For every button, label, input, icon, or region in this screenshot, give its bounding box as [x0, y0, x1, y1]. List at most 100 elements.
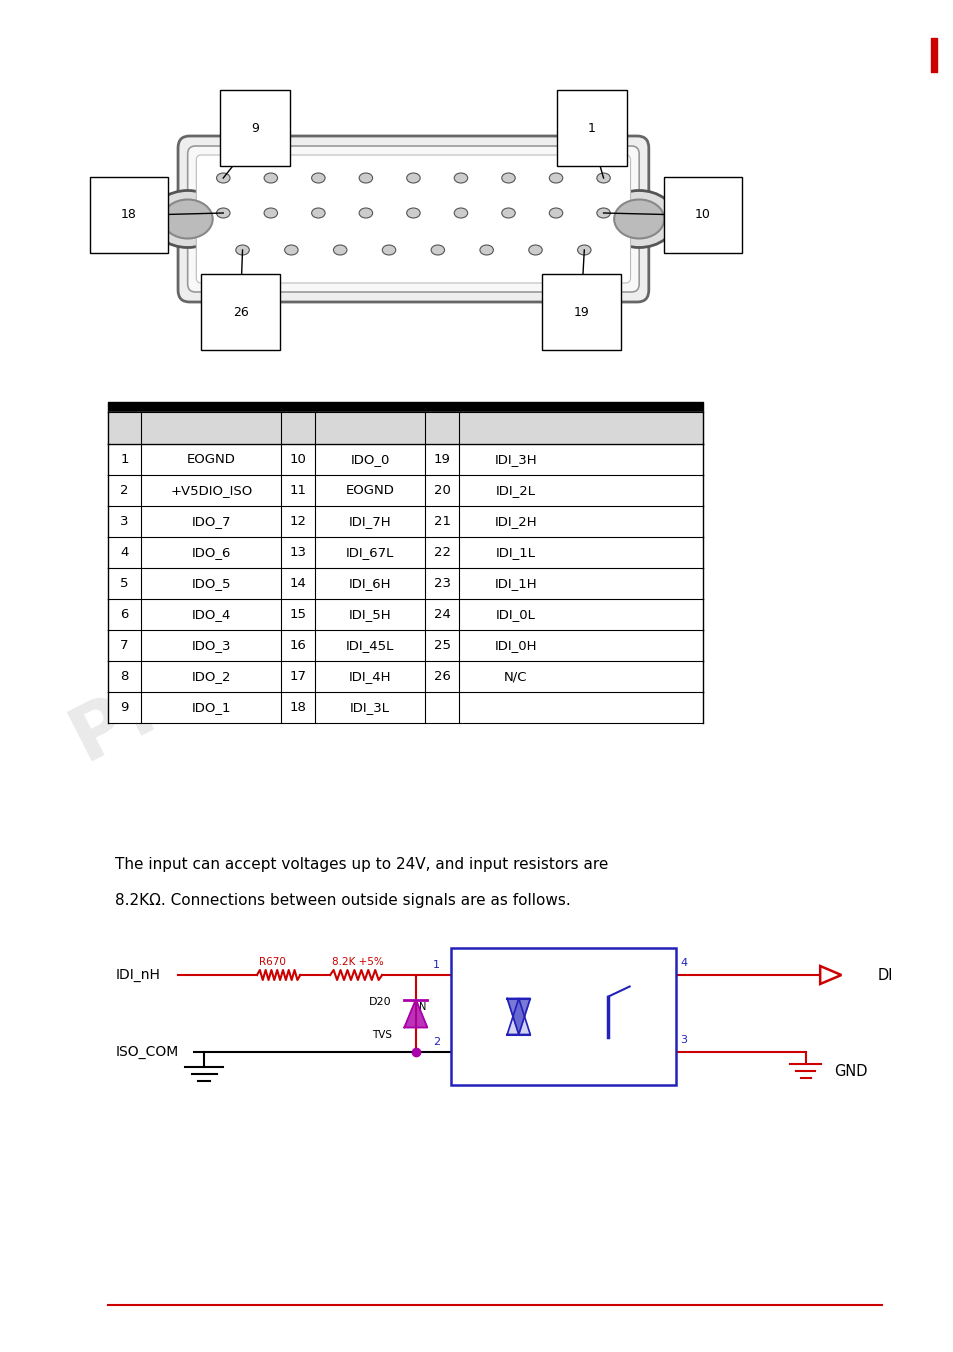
- Bar: [451, 948, 675, 1086]
- Text: 12: 12: [289, 515, 306, 529]
- Ellipse shape: [312, 173, 325, 183]
- Ellipse shape: [358, 208, 373, 218]
- Text: IDI_1L: IDI_1L: [496, 546, 536, 558]
- Text: The input can accept voltages up to 24V, and input resistors are: The input can accept voltages up to 24V,…: [115, 857, 608, 872]
- Ellipse shape: [406, 173, 419, 183]
- Text: 4: 4: [120, 546, 129, 558]
- Text: IDI_7H: IDI_7H: [349, 515, 391, 529]
- Text: 15: 15: [289, 608, 306, 621]
- Text: IDI_nH: IDI_nH: [115, 968, 160, 982]
- Text: 1: 1: [433, 960, 439, 969]
- Ellipse shape: [479, 245, 493, 256]
- Text: 1: 1: [587, 122, 596, 134]
- Text: 1: 1: [458, 960, 466, 969]
- Text: 2: 2: [458, 1037, 466, 1046]
- Text: IDI_0L: IDI_0L: [496, 608, 536, 621]
- Text: 20: 20: [434, 484, 450, 498]
- Ellipse shape: [334, 245, 347, 256]
- Text: IDO_4: IDO_4: [192, 608, 231, 621]
- Ellipse shape: [528, 245, 541, 256]
- Text: 23: 23: [434, 577, 451, 589]
- Text: 10: 10: [289, 453, 306, 466]
- Text: 2: 2: [433, 1037, 439, 1046]
- Ellipse shape: [216, 208, 230, 218]
- Ellipse shape: [431, 245, 444, 256]
- Text: IDO_1: IDO_1: [192, 700, 231, 714]
- Text: 19: 19: [434, 453, 450, 466]
- Text: 5: 5: [120, 577, 129, 589]
- Ellipse shape: [597, 173, 610, 183]
- Text: 11: 11: [289, 484, 306, 498]
- Text: IDI_1H: IDI_1H: [494, 577, 537, 589]
- Text: IDI_4H: IDI_4H: [349, 671, 391, 683]
- Ellipse shape: [549, 173, 562, 183]
- Ellipse shape: [597, 208, 610, 218]
- Text: 13: 13: [289, 546, 306, 558]
- Text: 4: 4: [654, 959, 660, 968]
- Polygon shape: [820, 965, 841, 984]
- Text: IDI_67L: IDI_67L: [346, 546, 394, 558]
- Text: IDI_45L: IDI_45L: [346, 639, 394, 652]
- Text: IDI_2H: IDI_2H: [494, 515, 537, 529]
- Text: IDO_7: IDO_7: [192, 515, 231, 529]
- Text: 14: 14: [289, 577, 306, 589]
- Text: 21: 21: [434, 515, 451, 529]
- Text: IDI_2L: IDI_2L: [496, 484, 536, 498]
- Text: 8.2KΩ. Connections between outside signals are as follows.: 8.2KΩ. Connections between outside signa…: [115, 894, 571, 909]
- Text: 10: 10: [694, 208, 710, 222]
- Text: 9: 9: [120, 700, 129, 714]
- Text: 6: 6: [120, 608, 129, 621]
- Text: IDI_3L: IDI_3L: [350, 700, 390, 714]
- Text: N/C: N/C: [504, 671, 527, 683]
- Text: IDO_5: IDO_5: [192, 577, 231, 589]
- Ellipse shape: [454, 208, 467, 218]
- Ellipse shape: [454, 173, 467, 183]
- Text: 22: 22: [434, 546, 451, 558]
- Polygon shape: [507, 999, 530, 1034]
- Ellipse shape: [235, 245, 249, 256]
- Polygon shape: [507, 999, 530, 1034]
- FancyBboxPatch shape: [178, 137, 648, 301]
- Text: EOGND: EOGND: [187, 453, 235, 466]
- Polygon shape: [404, 999, 427, 1028]
- Text: IDO_0: IDO_0: [350, 453, 390, 466]
- Text: ISO_COM: ISO_COM: [115, 1045, 178, 1059]
- Text: 25: 25: [434, 639, 451, 652]
- Ellipse shape: [358, 173, 373, 183]
- Ellipse shape: [614, 200, 663, 238]
- Text: IDO_2: IDO_2: [192, 671, 231, 683]
- Ellipse shape: [264, 173, 277, 183]
- Ellipse shape: [406, 208, 419, 218]
- Text: 8: 8: [120, 671, 129, 683]
- Text: GND: GND: [834, 1064, 867, 1079]
- Ellipse shape: [284, 245, 297, 256]
- Text: EOGND: EOGND: [345, 484, 395, 498]
- Text: 16: 16: [289, 639, 306, 652]
- FancyBboxPatch shape: [188, 146, 639, 292]
- Ellipse shape: [602, 191, 675, 247]
- Text: IDI_0H: IDI_0H: [495, 639, 537, 652]
- Ellipse shape: [501, 208, 515, 218]
- Text: IDO_6: IDO_6: [192, 546, 231, 558]
- Text: 2: 2: [120, 484, 129, 498]
- Text: 9: 9: [251, 122, 258, 134]
- Text: PRELIMINARY: PRELIMINARY: [58, 445, 609, 775]
- Text: 19: 19: [573, 306, 589, 319]
- Ellipse shape: [549, 208, 562, 218]
- FancyBboxPatch shape: [196, 155, 630, 283]
- Text: IDI_6H: IDI_6H: [349, 577, 391, 589]
- Text: 18: 18: [289, 700, 306, 714]
- Text: N: N: [418, 1002, 426, 1011]
- Text: IDO_3: IDO_3: [192, 639, 231, 652]
- Text: 7: 7: [120, 639, 129, 652]
- Ellipse shape: [151, 191, 224, 247]
- Text: 8.2K +5%: 8.2K +5%: [332, 957, 383, 967]
- Text: TVS: TVS: [372, 1029, 392, 1040]
- Ellipse shape: [577, 245, 591, 256]
- Ellipse shape: [264, 208, 277, 218]
- Text: 1: 1: [120, 453, 129, 466]
- Text: 24: 24: [434, 608, 450, 621]
- Text: D20: D20: [369, 996, 392, 1007]
- Text: IDI_5H: IDI_5H: [349, 608, 391, 621]
- Text: 3: 3: [120, 515, 129, 529]
